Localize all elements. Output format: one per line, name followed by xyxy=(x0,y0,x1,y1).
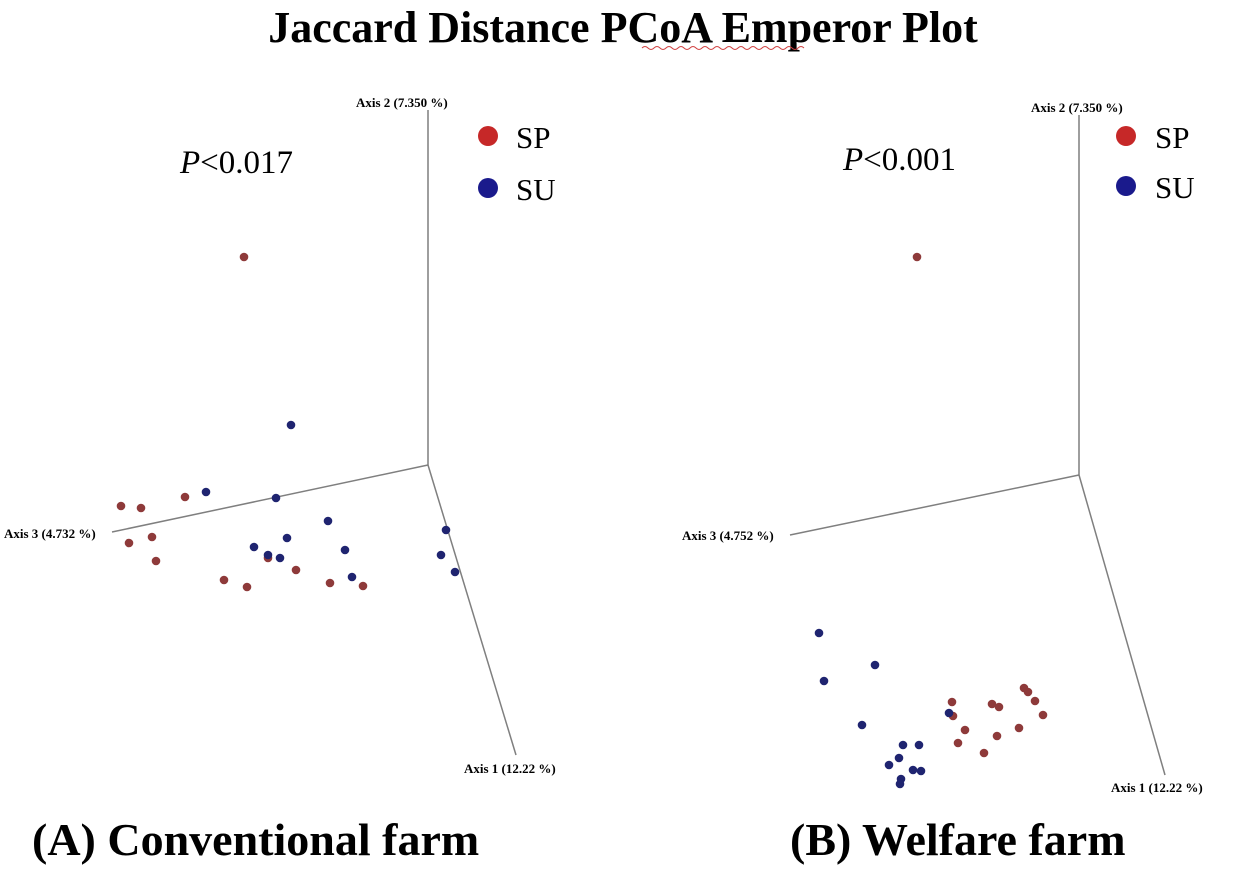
panel-a-legend-marker-su xyxy=(478,178,498,198)
panel-b-axis-1-label: Axis 1 (12.22 %) xyxy=(1111,780,1203,795)
panel-b-point-sp-10 xyxy=(960,725,970,735)
panel-a-p-value: P<0.017 xyxy=(179,145,293,181)
panel-a-caption: (A) Conventional farm xyxy=(32,814,479,865)
chart-title: Jaccard Distance PCoA Emperor Plot xyxy=(268,3,978,52)
panel-b-point-su-13 xyxy=(916,766,926,776)
panel-a-point-su-1 xyxy=(286,420,296,430)
panel-a-axis-1-label: Axis 1 (12.22 %) xyxy=(464,761,556,776)
panel-b-legend-label-sp: SP xyxy=(1155,120,1189,155)
panel-b-point-sp-13 xyxy=(1014,723,1024,733)
panel-b-point-su-1 xyxy=(814,628,824,638)
panel-b-axis-2-label: Axis 2 (7.350 %) xyxy=(1031,100,1123,115)
panel-b-legend-label-su: SU xyxy=(1155,170,1195,205)
panel-a-point-sp-2 xyxy=(116,501,126,511)
panel-a-point-sp-11 xyxy=(291,565,301,575)
panel-b-point-sp-11 xyxy=(953,738,963,748)
panel-b-point-su-7 xyxy=(914,740,924,750)
panel-a-point-su-11 xyxy=(441,525,451,535)
panel-b-point-sp-6 xyxy=(1023,687,1033,697)
panel-a-axis-3-label: Axis 3 (4.732 %) xyxy=(4,526,96,541)
spellcheck-underline xyxy=(641,46,805,50)
panel-a-point-sp-5 xyxy=(147,532,157,542)
panel-a-point-su-13 xyxy=(450,567,460,577)
panel-a-points xyxy=(116,252,460,592)
panel-a-point-sp-3 xyxy=(136,503,146,513)
panel-a-legend: SP SU xyxy=(478,120,556,207)
panel-b-point-sp-4 xyxy=(994,702,1004,712)
panel-a-point-su-3 xyxy=(271,493,281,503)
panel-b-axis-1-line xyxy=(1078,474,1166,776)
panel-a-point-sp-8 xyxy=(219,575,229,585)
panel-b-point-su-8 xyxy=(894,753,904,763)
panel-a-legend-label-su: SU xyxy=(516,172,556,207)
panel-a-point-su-4 xyxy=(323,516,333,526)
panel-a-axis-1-line xyxy=(427,464,517,756)
panel-b-point-su-4 xyxy=(944,708,954,718)
panel-a-point-sp-7 xyxy=(151,556,161,566)
panel-b-axis-3-label: Axis 3 (4.752 %) xyxy=(682,528,774,543)
panel-b-point-su-5 xyxy=(857,720,867,730)
panel-a-point-su-2 xyxy=(201,487,211,497)
panel-b-point-su-6 xyxy=(898,740,908,750)
panel-b-point-su-12 xyxy=(908,765,918,775)
panel-a: Axis 2 (7.350 %) Axis 3 (4.732 %) Axis 1… xyxy=(4,95,556,865)
panel-b-point-sp-7 xyxy=(1030,696,1040,706)
panel-b-point-sp-12 xyxy=(992,731,1002,741)
panel-a-p-symbol: P xyxy=(179,145,200,181)
panel-b-point-sp-8 xyxy=(1038,710,1048,720)
panel-b-point-sp-2 xyxy=(947,697,957,707)
panel-b-point-sp-1 xyxy=(912,252,922,262)
panel-a-point-sp-1 xyxy=(239,252,249,262)
panel-a-p-threshold: <0.017 xyxy=(200,145,293,181)
panel-b-point-su-9 xyxy=(884,760,894,770)
panel-a-point-su-6 xyxy=(249,542,259,552)
panel-a-point-sp-12 xyxy=(325,578,335,588)
panel-a-axis-3-line xyxy=(111,464,429,533)
panel-a-legend-marker-sp xyxy=(478,126,498,146)
panel-b-legend-marker-su xyxy=(1116,176,1136,196)
panel-b-point-sp-3 xyxy=(987,699,997,709)
panel-b-point-sp-14 xyxy=(979,748,989,758)
panel-b-legend: SP SU xyxy=(1116,120,1195,205)
panel-a-point-sp-9 xyxy=(242,582,252,592)
panel-b-legend-marker-sp xyxy=(1116,126,1136,146)
panel-a-point-su-10 xyxy=(347,572,357,582)
panel-b-p-threshold: <0.001 xyxy=(863,142,956,178)
panel-b-axis-3-line xyxy=(789,474,1080,536)
panel-a-point-sp-13 xyxy=(358,581,368,591)
panel-a-point-su-5 xyxy=(282,533,292,543)
panel-b-points xyxy=(814,252,1048,789)
panel-b-p-value: P<0.001 xyxy=(842,142,956,178)
panel-b: Axis 2 (7.350 %) Axis 3 (4.752 %) Axis 1… xyxy=(682,100,1203,865)
panel-a-point-sp-6 xyxy=(124,538,134,548)
panel-a-point-su-12 xyxy=(436,550,446,560)
panel-a-point-su-9 xyxy=(340,545,350,555)
panel-b-point-su-2 xyxy=(819,676,829,686)
panel-b-p-symbol: P xyxy=(842,142,863,178)
panel-b-point-su-11 xyxy=(895,779,905,789)
panel-b-caption: (B) Welfare farm xyxy=(790,814,1126,865)
panel-a-legend-label-sp: SP xyxy=(516,120,550,155)
panel-a-point-sp-4 xyxy=(180,492,190,502)
panel-b-point-su-3 xyxy=(870,660,880,670)
panel-a-point-su-7 xyxy=(263,550,273,560)
panel-a-point-su-8 xyxy=(275,553,285,563)
panel-a-axis-2-label: Axis 2 (7.350 %) xyxy=(356,95,448,110)
